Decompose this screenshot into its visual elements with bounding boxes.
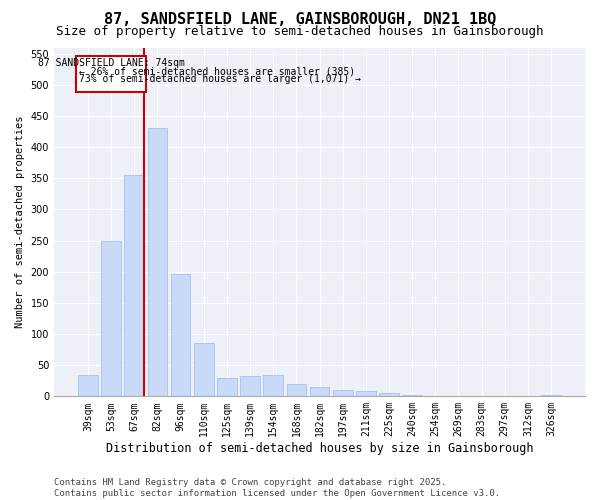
X-axis label: Distribution of semi-detached houses by size in Gainsborough: Distribution of semi-detached houses by … [106, 442, 533, 455]
Bar [101, 240, 121, 396]
Bar [310, 387, 329, 396]
Bar [217, 378, 237, 396]
Bar [76, 56, 146, 92]
Bar [541, 395, 561, 396]
Bar [287, 384, 306, 396]
Bar [240, 376, 260, 396]
Bar [379, 393, 399, 396]
Bar [333, 390, 353, 396]
Bar [124, 175, 144, 396]
Bar [263, 374, 283, 396]
Text: 87 SANDSFIELD LANE: 74sqm: 87 SANDSFIELD LANE: 74sqm [38, 58, 185, 68]
Bar [148, 128, 167, 396]
Bar [171, 274, 190, 396]
Bar [402, 395, 422, 396]
Y-axis label: Number of semi-detached properties: Number of semi-detached properties [15, 116, 25, 328]
Text: Size of property relative to semi-detached houses in Gainsborough: Size of property relative to semi-detach… [56, 25, 544, 38]
Text: 87, SANDSFIELD LANE, GAINSBOROUGH, DN21 1BQ: 87, SANDSFIELD LANE, GAINSBOROUGH, DN21 … [104, 12, 496, 28]
Text: ← 26% of semi-detached houses are smaller (385): ← 26% of semi-detached houses are smalle… [79, 66, 355, 76]
Bar [78, 374, 98, 396]
Text: Contains HM Land Registry data © Crown copyright and database right 2025.
Contai: Contains HM Land Registry data © Crown c… [54, 478, 500, 498]
Bar [194, 344, 214, 396]
Bar [356, 392, 376, 396]
Text: 73% of semi-detached houses are larger (1,071) →: 73% of semi-detached houses are larger (… [79, 74, 361, 85]
